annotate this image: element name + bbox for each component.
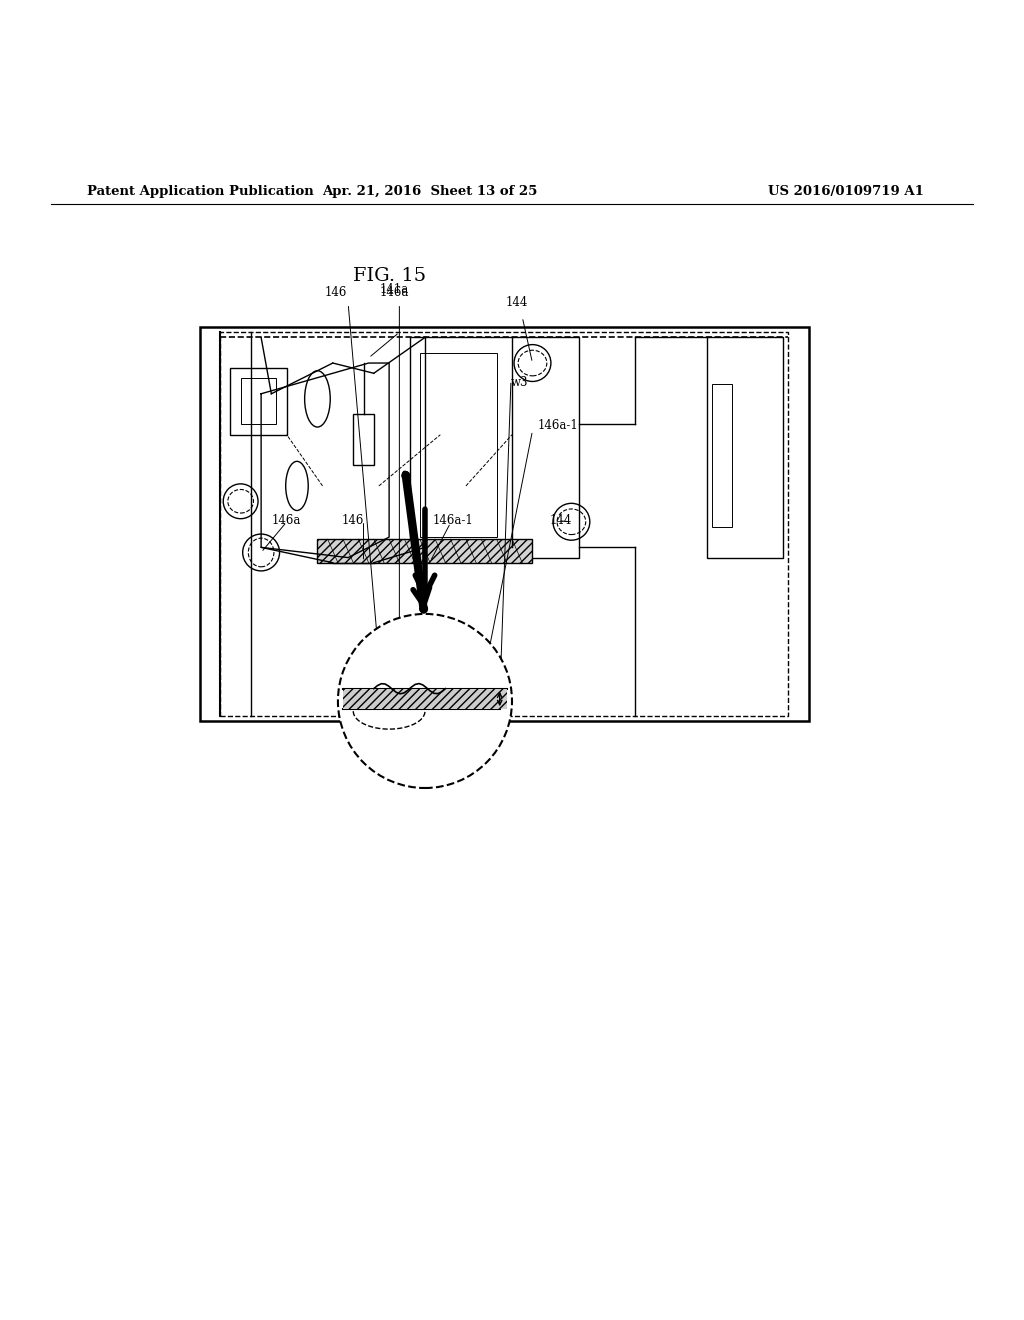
Text: 146a: 146a	[272, 513, 301, 527]
Bar	[707, 338, 783, 557]
Bar	[410, 338, 579, 557]
Bar	[420, 352, 497, 537]
Text: US 2016/0109719 A1: US 2016/0109719 A1	[768, 185, 924, 198]
Circle shape	[338, 614, 512, 788]
Bar	[200, 327, 809, 722]
Bar	[220, 333, 788, 717]
Text: 141a: 141a	[380, 284, 409, 297]
Text: Patent Application Publication: Patent Application Publication	[87, 185, 313, 198]
Bar	[230, 368, 287, 434]
Text: Apr. 21, 2016  Sheet 13 of 25: Apr. 21, 2016 Sheet 13 of 25	[323, 185, 538, 198]
Text: 144: 144	[506, 296, 528, 309]
Circle shape	[243, 535, 280, 572]
Text: 146a-1: 146a-1	[538, 418, 579, 432]
Text: FIG. 15: FIG. 15	[352, 267, 426, 285]
Text: 146: 146	[325, 286, 347, 300]
Bar	[712, 384, 732, 527]
Bar	[343, 689, 507, 709]
Circle shape	[223, 484, 258, 519]
Circle shape	[553, 503, 590, 540]
Text: 146: 146	[342, 513, 365, 527]
Bar	[353, 414, 374, 466]
Bar	[241, 379, 276, 425]
Text: 146a-1: 146a-1	[432, 513, 473, 527]
FancyArrowPatch shape	[416, 510, 434, 595]
Text: w3: w3	[511, 376, 528, 388]
Text: 146a: 146a	[380, 286, 409, 300]
Bar	[317, 539, 532, 562]
Circle shape	[514, 345, 551, 381]
Text: 144: 144	[550, 513, 572, 527]
